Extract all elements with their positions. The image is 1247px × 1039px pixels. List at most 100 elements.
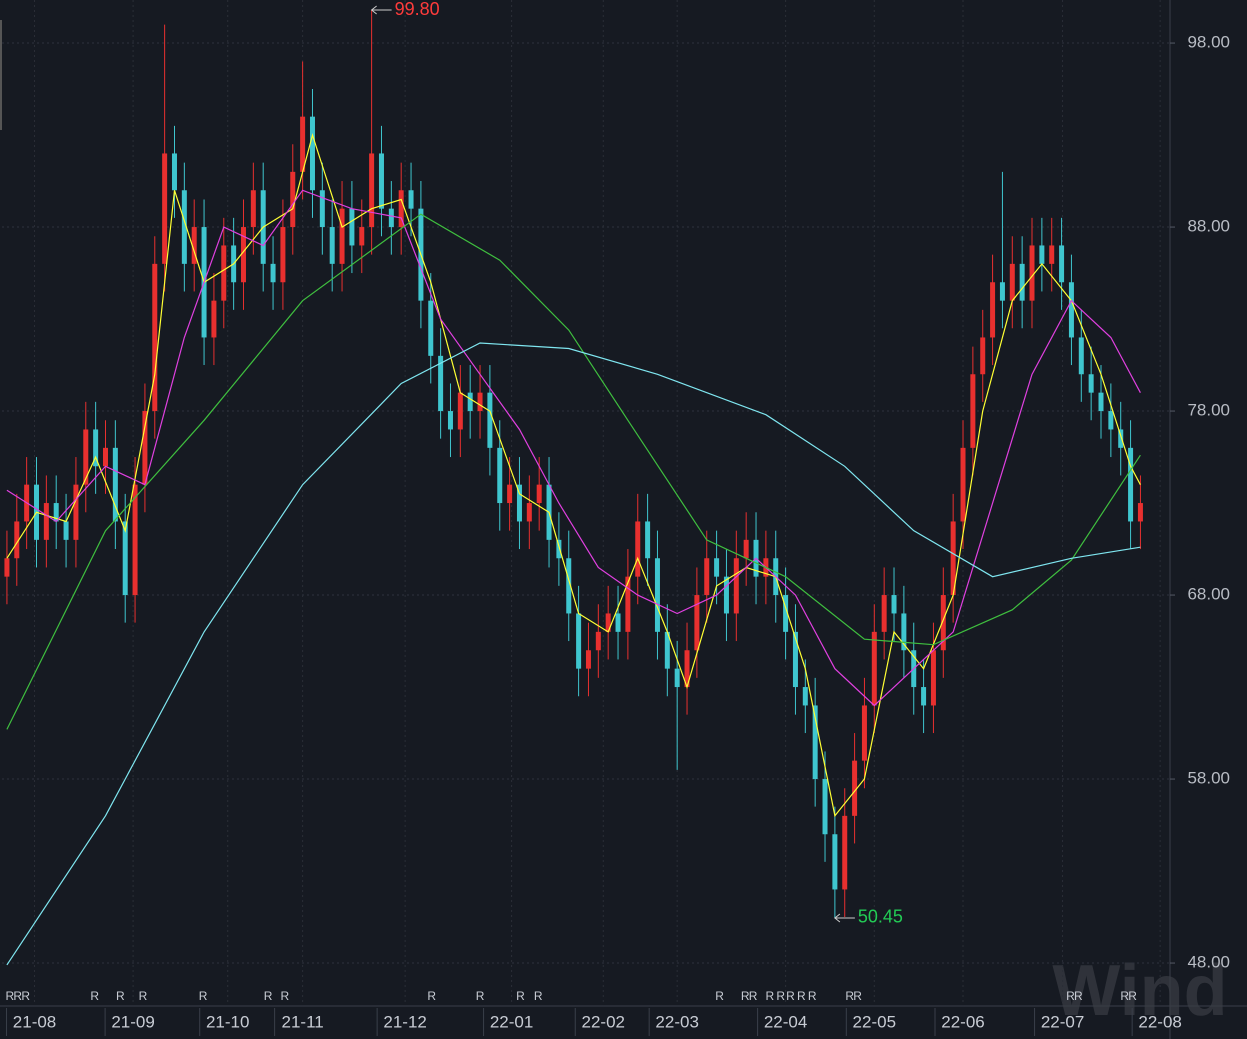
candle-body: [497, 447, 503, 504]
x-tick-label: 21-09: [111, 1012, 154, 1031]
candle-body: [881, 595, 887, 632]
candle-body: [526, 503, 532, 522]
r-marker: R: [765, 989, 774, 1003]
candle-body: [940, 595, 946, 651]
candle-body: [250, 190, 256, 228]
annotation-label: 50.45: [858, 907, 903, 927]
candle-body: [733, 558, 739, 614]
candle-body: [339, 208, 345, 264]
candle-body: [1019, 263, 1025, 301]
y-tick-label: 88.00: [1187, 217, 1230, 236]
candle-body: [723, 576, 729, 614]
r-marker: R: [853, 989, 862, 1003]
moving-average-line: [6, 132, 1141, 818]
r-marker: R: [741, 989, 750, 1003]
candle-body: [43, 503, 49, 540]
candle-body: [112, 447, 118, 522]
x-tick-label: 22-08: [1138, 1012, 1181, 1031]
r-marker: R: [715, 989, 724, 1003]
candle-body: [516, 484, 522, 522]
x-tick-label: 22-01: [490, 1012, 533, 1031]
candle-body: [457, 392, 463, 430]
candle-body: [53, 503, 59, 522]
candle-body: [309, 116, 315, 191]
candle-body: [585, 650, 591, 669]
candle-body: [63, 521, 69, 540]
candle-body: [438, 355, 444, 412]
candle-body: [556, 539, 562, 559]
candle-body: [871, 631, 877, 706]
candle-body: [1128, 447, 1134, 522]
candle-body: [852, 760, 858, 816]
candle-body: [861, 705, 867, 761]
x-tick-label: 22-03: [655, 1012, 698, 1031]
candle-body: [270, 263, 276, 283]
r-marker: R: [797, 989, 806, 1003]
candle-body: [822, 779, 828, 835]
candle-body: [240, 227, 246, 283]
candle-body: [152, 263, 158, 412]
candle-body: [1059, 245, 1065, 283]
r-marker: R: [776, 989, 785, 1003]
candle-body: [378, 153, 384, 209]
candle-body: [970, 374, 976, 448]
r-marker: R: [808, 989, 817, 1003]
candle-body: [132, 484, 138, 596]
x-tick-label: 21-10: [206, 1012, 249, 1031]
moving-average-line: [6, 342, 1141, 966]
x-tick-label: 21-08: [13, 1012, 56, 1031]
r-marker: R: [199, 989, 208, 1003]
candle-body: [447, 411, 453, 430]
r-marker: R: [1074, 989, 1083, 1003]
x-tick-label: 21-12: [383, 1012, 426, 1031]
r-marker: R: [476, 989, 485, 1003]
candle-body: [674, 668, 680, 688]
candle-body: [4, 558, 10, 577]
annotation-label: 99.80: [395, 0, 440, 19]
candle-body: [960, 447, 966, 522]
candle-body: [566, 558, 572, 614]
candle-body: [1049, 245, 1055, 264]
candle-body: [704, 558, 710, 596]
candle-body: [408, 190, 414, 209]
candle-body: [842, 815, 848, 890]
candle-body: [625, 576, 631, 632]
candle-body: [171, 153, 177, 191]
candle-body: [1098, 392, 1104, 412]
candle-body: [999, 282, 1005, 301]
y-tick-label: 98.00: [1187, 33, 1230, 52]
candle-body: [714, 558, 720, 577]
r-marker: R: [139, 989, 148, 1003]
candle-body: [300, 116, 306, 172]
r-marker: R: [116, 989, 125, 1003]
candle-body: [743, 539, 749, 559]
r-marker: R: [13, 989, 22, 1003]
candle-body: [191, 227, 197, 264]
candle-body: [812, 705, 818, 780]
r-marker: R: [90, 989, 99, 1003]
candle-body: [122, 521, 128, 596]
candle-body: [1088, 374, 1094, 393]
r-marker: R: [786, 989, 795, 1003]
r-marker: R: [1128, 989, 1137, 1003]
candle-body: [654, 558, 660, 632]
candle-body: [1039, 245, 1045, 264]
candle-body: [664, 631, 670, 669]
candle-body: [802, 687, 808, 706]
candle-body: [14, 521, 20, 559]
candle-body: [1029, 245, 1035, 301]
candle-body: [211, 300, 217, 338]
candle-body: [595, 631, 601, 651]
annotation-arrow-head: [834, 913, 841, 923]
r-marker: R: [264, 989, 273, 1003]
moving-average-line: [6, 213, 1141, 730]
candle-body: [221, 245, 227, 301]
x-tick-label: 22-07: [1041, 1012, 1084, 1031]
candle-body: [921, 687, 927, 706]
x-tick-label: 21-11: [282, 1012, 324, 1031]
x-tick-label: 22-02: [582, 1012, 625, 1031]
candle-body: [792, 631, 798, 688]
candle-body: [615, 613, 621, 632]
candle-body: [280, 227, 286, 283]
